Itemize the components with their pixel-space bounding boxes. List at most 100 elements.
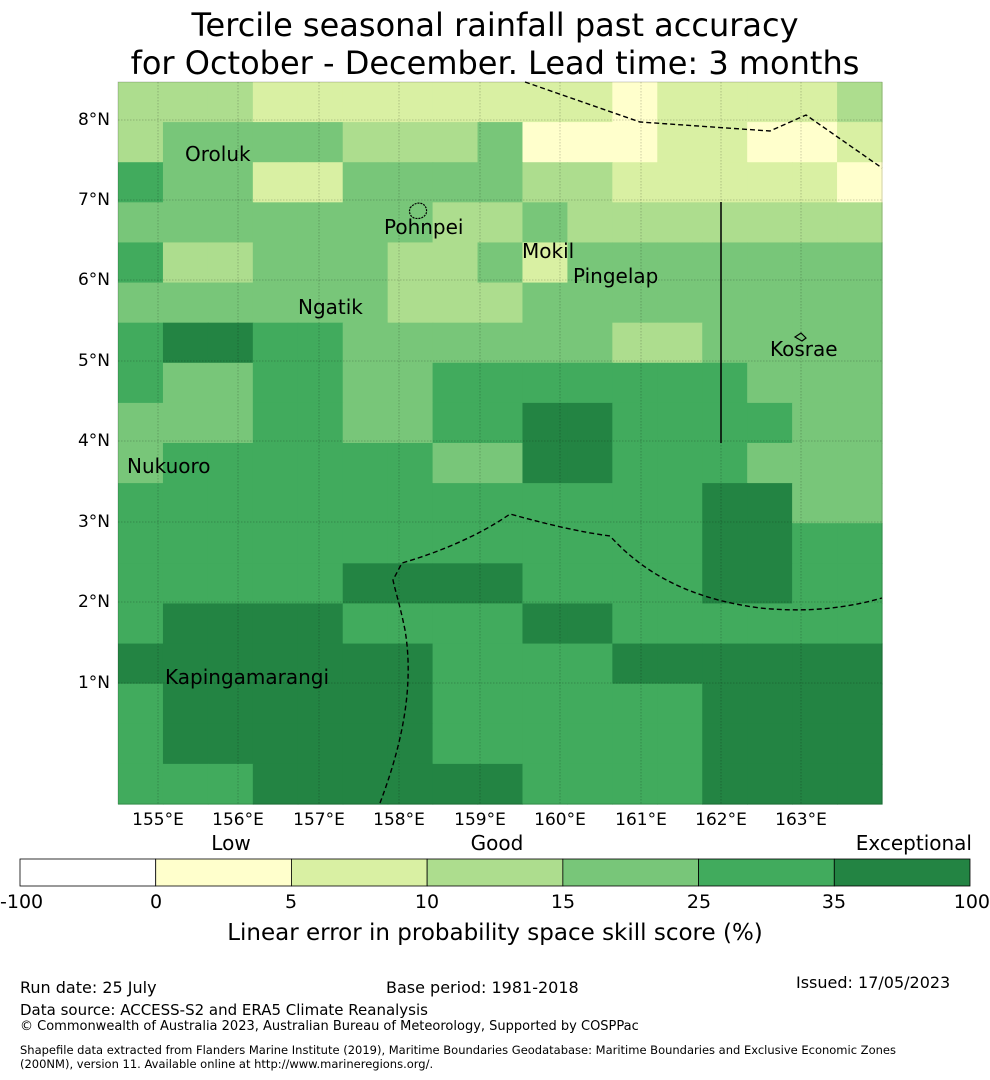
grid-cell: [387, 322, 434, 364]
grid-cell: [387, 82, 434, 123]
grid-cell: [522, 362, 569, 404]
grid-cell: [342, 563, 389, 605]
grid-cell: [522, 763, 569, 805]
grid-cell: [432, 443, 479, 484]
grid-cell: [657, 282, 703, 324]
place-label-kapingamarangi: Kapingamarangi: [165, 665, 330, 689]
grid-cell: [612, 322, 658, 364]
grid-cell: [118, 242, 164, 284]
grid-cell: [747, 402, 793, 444]
grid-cell: [702, 322, 748, 364]
grid-cell: [432, 282, 479, 324]
grid-cell: [567, 603, 613, 645]
grid-cell: [837, 683, 883, 725]
grid-cell: [747, 683, 793, 725]
grid-cell: [207, 322, 254, 364]
grid-cell: [612, 362, 658, 404]
grid-cell: [567, 362, 613, 404]
map-title-line1: Tercile seasonal rainfall past accuracy: [191, 6, 799, 44]
grid-cell: [207, 362, 254, 404]
colorbar-segment: [19, 858, 157, 887]
grid-cell: [207, 763, 254, 805]
grid-cell: [567, 563, 613, 605]
grid-cell: [612, 402, 658, 444]
legend-tick: 35: [821, 891, 847, 913]
grid-cell: [837, 242, 883, 284]
grid-cell: [792, 683, 838, 725]
grid-cell: [432, 162, 479, 203]
grid-cell: [297, 322, 344, 364]
grid-cell: [342, 402, 389, 444]
lat-label-3n: 3°N: [77, 512, 110, 532]
run-date: Run date: 25 July: [20, 978, 157, 997]
grid-cell: [792, 242, 838, 284]
grid-cell: [702, 723, 748, 765]
grid-cell: [522, 282, 569, 324]
grid-cell: [477, 202, 524, 244]
grid-cell: [162, 683, 209, 725]
grid-cell: [657, 122, 703, 163]
lon-label-161e: 161°E: [615, 810, 667, 830]
grid-cell: [702, 242, 748, 284]
grid-cell: [252, 483, 299, 524]
grid-cell: [342, 322, 389, 364]
eez-boundaries: [379, 81, 883, 804]
grid-cell: [432, 603, 479, 645]
grid-cell: [567, 443, 613, 484]
grid-cell: [612, 82, 658, 123]
grid-cell: [297, 523, 344, 564]
grid-cell: [567, 162, 613, 203]
grid-cell: [387, 763, 434, 805]
grid-cell: [792, 322, 838, 364]
colorbar-segment: [698, 858, 835, 887]
grid-cell: [342, 603, 389, 645]
grid-cell: [522, 82, 569, 123]
lat-label-8n: 8°N: [77, 110, 110, 130]
grid-cell: [477, 122, 524, 163]
grid-cell: [477, 162, 524, 203]
grid-cell: [477, 603, 524, 645]
grid-cell: [297, 763, 344, 805]
eez-boundary-north: [524, 81, 883, 169]
grid-cell: [837, 523, 883, 564]
grid-cell: [702, 82, 748, 123]
grid-cell: [252, 763, 299, 805]
grid-cell: [118, 162, 164, 203]
grid-cell: [702, 443, 748, 484]
grid-cell: [657, 683, 703, 725]
grid-cell: [432, 322, 479, 364]
grid-cell: [342, 683, 389, 725]
legend-category-exceptional: Exceptional: [855, 831, 972, 855]
grid-cell: [567, 483, 613, 524]
grid-cell: [252, 162, 299, 203]
grid-cell: [297, 82, 344, 123]
grid-cell: [657, 402, 703, 444]
grid-cell: [252, 242, 299, 284]
grid-cell: [432, 362, 479, 404]
legend-tick: 25: [686, 891, 712, 913]
grid-cell: [162, 122, 209, 163]
grid-cell: [702, 202, 748, 244]
colorbar-segment: [833, 858, 971, 887]
grid-cell: [297, 483, 344, 524]
grid-cell: [477, 483, 524, 524]
grid-cell: [792, 122, 838, 163]
grid-cell: [477, 763, 524, 805]
grid-cell: [252, 202, 299, 244]
grid-cell: [162, 443, 209, 484]
grid-cell: [387, 563, 434, 605]
colorbar-segment: [562, 858, 699, 887]
grid-cell: [657, 202, 703, 244]
grid-cell: [432, 763, 479, 805]
grid-cell: [567, 282, 613, 324]
lon-label-159e: 159°E: [454, 810, 506, 830]
grid-cell: [747, 362, 793, 404]
grid-cell: [297, 563, 344, 605]
place-label-pohnpei: Pohnpei: [384, 215, 464, 239]
grid-cell: [522, 483, 569, 524]
grid-cell: [162, 563, 209, 605]
grid-cell: [432, 82, 479, 123]
grid-cell: [477, 322, 524, 364]
grid-cell: [747, 643, 793, 685]
grid-cell: [387, 523, 434, 564]
